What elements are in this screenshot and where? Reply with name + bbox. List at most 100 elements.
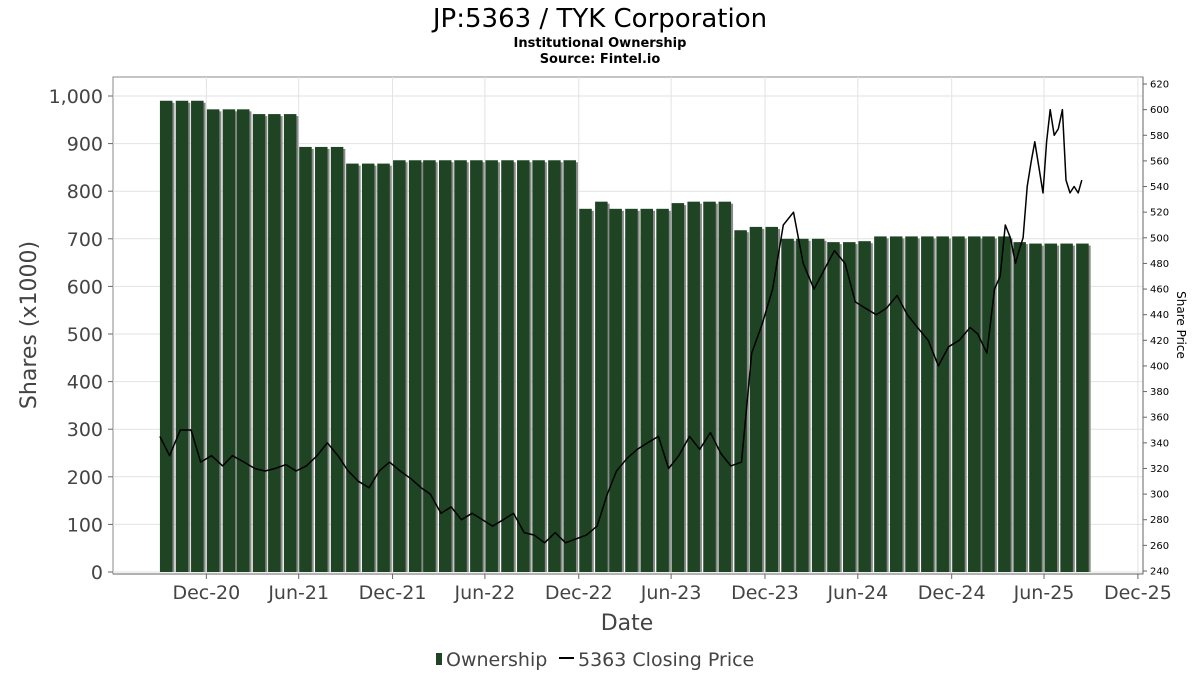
bar	[579, 208, 592, 572]
y2-tick-label: 240	[1150, 567, 1169, 578]
bar	[408, 160, 422, 572]
y2-tick-label: 400	[1150, 361, 1169, 372]
bar	[609, 208, 622, 572]
y2-tick-label: 540	[1150, 182, 1169, 193]
bar	[765, 226, 778, 572]
bar	[889, 236, 903, 573]
bar	[968, 236, 981, 573]
bar	[921, 236, 934, 573]
bar	[703, 201, 716, 572]
y2-tick-label: 520	[1150, 208, 1169, 219]
bar	[595, 201, 608, 572]
bar	[796, 238, 809, 573]
y2-tick-label: 280	[1150, 515, 1169, 526]
y-tick-label: 300	[67, 419, 103, 441]
y-axis-left: 0 100 200 300 400 500 600 700 800 900 1,000	[49, 86, 113, 584]
bar	[905, 236, 918, 573]
y2-tick-label: 380	[1150, 387, 1169, 398]
price-line-group	[159, 108, 1083, 544]
bar	[982, 236, 995, 573]
y-tick-label: 1,000	[49, 86, 103, 108]
bar	[236, 109, 250, 572]
bar	[858, 241, 871, 572]
y2-tick-label: 480	[1150, 259, 1169, 270]
x-tick-label: Jun-22	[454, 582, 516, 604]
y-axis-label: Shares (x1000)	[17, 241, 42, 409]
bar	[563, 160, 576, 572]
y-tick-label: 500	[67, 324, 103, 346]
bar	[1076, 243, 1089, 572]
bar	[640, 208, 654, 572]
bar	[470, 160, 483, 572]
x-tick-label: Jun-21	[267, 582, 329, 604]
legend-ownership-label: Ownership	[446, 649, 547, 671]
x-tick-label: Jun-24	[826, 582, 888, 604]
bar	[936, 236, 949, 573]
x-tick-label: Dec-21	[359, 582, 427, 604]
bar	[252, 114, 266, 572]
bar	[548, 160, 561, 572]
bar	[1060, 243, 1073, 572]
bar	[1029, 243, 1042, 572]
bar	[517, 160, 530, 572]
y2-tick-label: 340	[1150, 438, 1169, 449]
bar	[781, 238, 794, 573]
bar	[734, 230, 747, 572]
bar	[656, 208, 669, 572]
legend-ownership-swatch	[436, 653, 442, 665]
bar	[191, 100, 204, 572]
y2-tick-label: 320	[1150, 464, 1169, 475]
y-tick-label: 600	[67, 276, 103, 298]
bar	[175, 100, 189, 572]
x-tick-label: Jun-23	[640, 582, 702, 604]
y2-tick-label: 440	[1150, 310, 1169, 321]
bar	[1044, 243, 1058, 572]
y2-tick-label: 260	[1150, 541, 1169, 552]
y2-tick-label: 360	[1150, 413, 1169, 424]
bar	[423, 160, 436, 572]
y2-tick-label: 560	[1150, 156, 1169, 167]
bar	[749, 226, 763, 572]
y-tick-label: 200	[67, 467, 103, 489]
bar	[671, 203, 685, 572]
y-tick-label: 700	[67, 229, 103, 251]
y2-tick-label: 580	[1150, 131, 1169, 142]
bar	[532, 160, 545, 572]
bar	[393, 160, 406, 572]
x-tick-label: Dec-25	[1104, 582, 1172, 604]
y-tick-label: 900	[67, 134, 103, 156]
bar	[206, 109, 220, 572]
bar	[811, 238, 825, 573]
legend-price-label: 5363 Closing Price	[578, 649, 754, 671]
y2-tick-label: 620	[1150, 80, 1169, 91]
x-axis: Dec-20 Jun-21 Dec-21 Jun-22 Dec-22 Jun-23 Dec-…	[113, 573, 1172, 604]
y2-tick-label: 500	[1150, 233, 1169, 244]
bar	[283, 114, 297, 572]
bar	[299, 146, 312, 572]
x-axis-label: Date	[601, 611, 654, 636]
bar	[159, 100, 173, 572]
legend: Ownership 5363 Closing Price	[436, 649, 754, 671]
chart-title: JP:5363 / TYK Corporation	[431, 4, 767, 34]
bar	[952, 236, 965, 573]
y2-tick-label: 600	[1150, 105, 1169, 116]
bar	[485, 160, 498, 572]
y2-axis-label: Share Price	[1174, 291, 1188, 359]
ownership-bars	[159, 100, 1091, 573]
bar	[687, 201, 700, 572]
x-tick-label: Dec-20	[172, 582, 240, 604]
y2-tick-label: 300	[1150, 490, 1169, 501]
bar	[843, 242, 856, 572]
bar	[827, 242, 840, 572]
bar	[998, 236, 1011, 573]
bar	[501, 160, 514, 572]
bar	[454, 160, 467, 572]
y-tick-label: 400	[67, 372, 103, 394]
price-line	[159, 108, 1083, 544]
x-tick-label: Jun-25	[1013, 582, 1075, 604]
y2-tick-label: 420	[1150, 336, 1169, 347]
bar	[1013, 242, 1026, 572]
y-tick-label: 800	[67, 181, 103, 203]
bar	[377, 163, 390, 573]
